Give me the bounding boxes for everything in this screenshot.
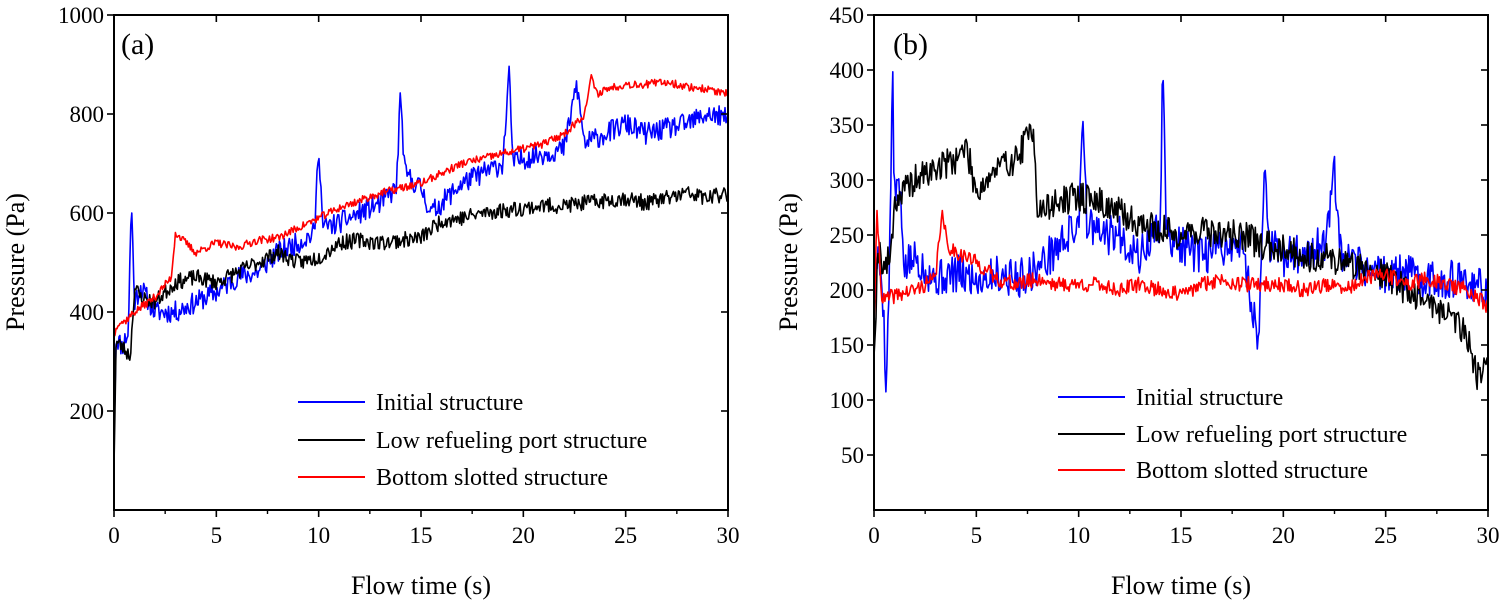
x-tick-label: 10 [307,523,330,548]
legend-label-low-refueling: Low refueling port structure [376,428,647,454]
series-line-low-refueling [874,123,1488,391]
y-tick-label: 1000 [58,3,104,28]
x-tick-label: 0 [108,523,120,548]
x-tick-label: 20 [1272,523,1295,548]
y-tick-label: 800 [70,102,105,127]
y-tick-label: 200 [830,278,865,303]
y-tick-label: 300 [830,168,865,193]
panel-label: (b) [893,28,928,61]
y-axis-title: Pressure (Pa) [1,193,30,331]
legend-label-initial: Initial structure [1136,385,1283,411]
legend-label-bottom-slotted: Bottom slotted structure [376,465,608,491]
x-tick-label: 30 [1477,523,1500,548]
y-tick-label: 250 [830,223,865,248]
x-axis-title: Flow time (s) [351,571,491,600]
legend: Initial structure Low refueling port str… [1058,385,1407,484]
x-tick-label: 5 [971,523,983,548]
panel-a: 0 5 10 15 20 25 30 200 400 600 800 1000 (a) Flow ti… [1,3,740,600]
x-tick-label: 25 [614,523,637,548]
x-tick-label: 15 [410,523,433,548]
legend-label-low-refueling: Low refueling port structure [1136,422,1407,448]
y-tick-label: 50 [841,443,864,468]
y-tick-label: 400 [830,58,865,83]
y-tick-label: 600 [70,201,105,226]
series-line-initial [114,65,728,436]
legend-label-initial: Initial structure [376,390,523,416]
y-tick-label: 100 [830,388,865,413]
y-tick-label: 350 [830,113,865,138]
series-line-low-refueling [114,186,728,466]
x-tick-label: 20 [512,523,535,548]
x-axis-title: Flow time (s) [1111,571,1251,600]
x-tick-label: 15 [1170,523,1193,548]
x-tick-label: 0 [868,523,880,548]
x-tick-label: 30 [717,523,740,548]
x-tick-label: 10 [1067,523,1090,548]
y-axis-title: Pressure (Pa) [774,193,803,331]
panel-b: 0 5 10 15 20 25 30 50 100 150 200 250 300 350 400 450 (… [774,3,1500,600]
x-tick-label: 25 [1374,523,1397,548]
panel-label: (a) [121,28,154,61]
y-tick-label: 200 [70,399,105,424]
y-tick-label: 400 [70,300,105,325]
series-line-bottom-slotted [114,74,728,338]
y-tick-label: 450 [830,3,865,28]
y-tick-label: 150 [830,333,865,358]
legend: Initial structure Low refueling port str… [298,390,647,491]
series-line-bottom-slotted [874,209,1488,324]
legend-label-bottom-slotted: Bottom slotted structure [1136,458,1368,484]
x-tick-label: 5 [211,523,223,548]
